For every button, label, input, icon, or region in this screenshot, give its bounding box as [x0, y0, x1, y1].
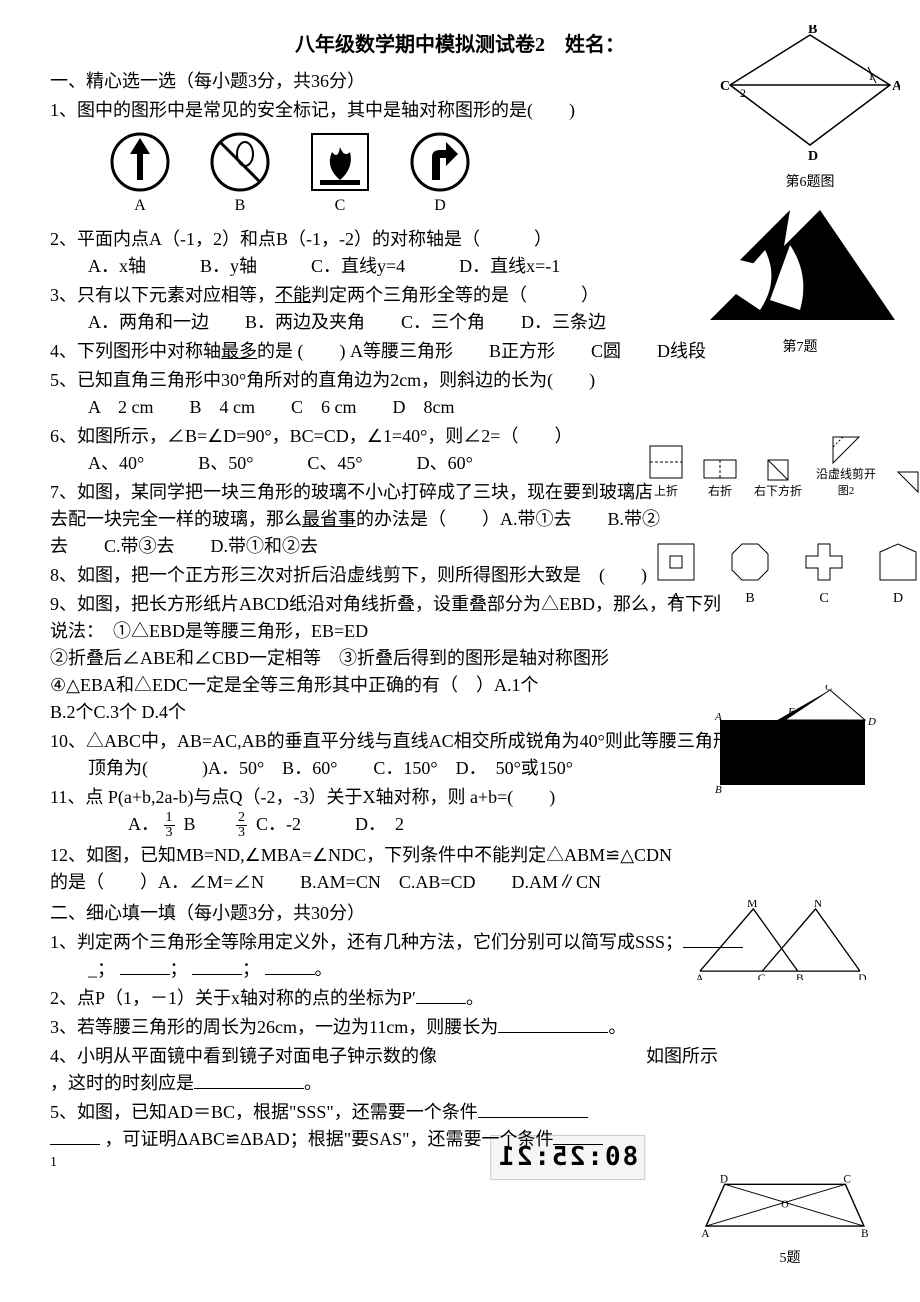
- q3: 3、只有以下元素对应相等，不能判定两个三角形全等的是（ ） A．两角和一边 B．…: [50, 282, 870, 336]
- fold-label-3: 右下方折: [754, 482, 802, 500]
- s2-q2: 2、点P（1，－1）关于x轴对称的点的坐标为P′。: [50, 985, 870, 1012]
- svg-text:M: M: [747, 900, 757, 910]
- s2-q3: 3、若等腰三角形的周长为26cm，一边为11cm，则腰长为。: [50, 1014, 870, 1041]
- s2-q4-suffix: 如图所示: [646, 1046, 718, 1066]
- shape-label-b: B: [745, 588, 754, 609]
- blank[interactable]: [416, 986, 466, 1004]
- blank[interactable]: [498, 1015, 608, 1033]
- s2-q3-text: 3、若等腰三角形的周长为26cm，一边为11cm，则腰长为: [50, 1017, 498, 1037]
- page-number: 1: [50, 1152, 57, 1173]
- q2-choices: A．x轴 B．y轴 C．直线y=4 D．直线x=-1: [88, 253, 870, 280]
- q7-underline: 最省事: [302, 509, 356, 529]
- q5-text: 5、已知直角三角形中30°角所对的直角边为2cm，则斜边的长为( ): [50, 367, 870, 394]
- q3-prefix: 3、只有以下元素对应相等，: [50, 285, 275, 305]
- fraction-2-3: 23: [236, 811, 247, 840]
- svg-text:D: D: [720, 1175, 728, 1185]
- q12: 12、如图，已知MB=ND,∠MBA=∠NDC，下列条件中不能判定△ABM≌△C…: [50, 842, 690, 896]
- q4-prefix: 4、下列图形中对称轴: [50, 341, 221, 361]
- blank[interactable]: [194, 1071, 304, 1089]
- q11-text: 11、点 P(a+b,2a-b)与点Q（-2，-3）关于X轴对称，则 a+b=(…: [50, 784, 870, 811]
- s2-q4: 4、小明从平面镜中看到镜子对面电子钟示数的像 如图所示 ，这时的时刻应是。: [50, 1043, 870, 1097]
- blank[interactable]: [265, 957, 315, 975]
- svg-text:E: E: [787, 706, 795, 718]
- q6-choices: A、40° B、50° C、45° D、60°: [88, 450, 870, 477]
- s2-q5-prefix: 5、如图，已知AD＝BC，根据"SSS"，还需要一个条件: [50, 1102, 478, 1122]
- fold-sublabel: 图2: [838, 483, 855, 500]
- q9-line2: ②折叠后∠ABE和∠CBD一定相等 ③折叠后得到的图形是轴对称图形: [50, 645, 730, 672]
- q1-text: 1、图中的图形中是常见的安全标记，其中是轴对称图形的是( ): [50, 97, 870, 124]
- svg-text:1: 1: [868, 69, 874, 83]
- q4-underline: 最多: [221, 341, 257, 361]
- q9-text: 9、如图，把长方形纸片ABCD纸沿对角线折叠，设重叠部分为△EBD，那么，有下列…: [50, 591, 730, 645]
- name-label: 姓名：: [565, 34, 625, 56]
- q10-text: 10、△ABC中，AB=AC,AB的垂直平分线与直线AC相交所成锐角为40°则此…: [50, 728, 870, 755]
- q2: 2、平面内点A（-1，2）和点B（-1，-2）的对称轴是（ ） A．x轴 B．y…: [50, 226, 870, 280]
- q1: 1、图中的图形中是常见的安全标记，其中是轴对称图形的是( ) A B C D: [50, 97, 870, 218]
- s2-q1: 1、判定两个三角形全等除用定义外，还有几种方法，它们分别可以简写成SSS； _；…: [50, 929, 870, 983]
- q1-option-c: C: [310, 132, 370, 218]
- q7: 7、如图，某同学把一块三角形的玻璃不小心打碎成了三块，现在要到玻璃店去配一块完全…: [50, 479, 670, 560]
- svg-text:B: B: [808, 25, 817, 37]
- q3-suffix: 判定两个三角形全等的是（ ）: [311, 285, 599, 305]
- q1-label-d: D: [434, 194, 446, 218]
- q4-suffix: 的是 ( ) A等腰三角形 B正方形 C圆 D线段: [257, 341, 706, 361]
- q6: 6、如图所示，∠B=∠D=90°，BC=CD，∠1=40°，则∠2=（ ） A、…: [50, 423, 870, 477]
- fig5-label: 5题: [690, 1248, 890, 1269]
- q11-choice-b: B: [184, 814, 232, 834]
- q1-option-d: D: [410, 132, 470, 218]
- svg-text:C: C: [825, 685, 833, 693]
- s2-q4-prefix: 4、小明从平面镜中看到镜子对面电子钟示数的像: [50, 1046, 437, 1066]
- svg-text:N: N: [814, 900, 823, 910]
- q9-line4: B.2个C.3个 D.4个: [50, 699, 730, 726]
- s2-q1-text: 1、判定两个三角形全等除用定义外，还有几种方法，它们分别可以简写成SSS；: [50, 932, 683, 952]
- fraction-1-3: 13: [164, 811, 175, 840]
- q1-label-c: C: [335, 194, 346, 218]
- blank[interactable]: [478, 1100, 588, 1118]
- svg-text:C: C: [720, 79, 730, 94]
- q1-option-a: A: [110, 132, 170, 218]
- shape-label-d: D: [893, 588, 903, 609]
- svg-text:A: A: [892, 79, 900, 94]
- svg-text:C: C: [844, 1175, 851, 1185]
- svg-text:B: B: [861, 1228, 868, 1240]
- q4: 4、下列图形中对称轴最多的是 ( ) A等腰三角形 B正方形 C圆 D线段: [50, 338, 870, 365]
- svg-text:A: A: [701, 1228, 709, 1240]
- q6-text: 6、如图所示，∠B=∠D=90°，BC=CD，∠1=40°，则∠2=（ ）: [50, 423, 870, 450]
- blank[interactable]: [192, 957, 242, 975]
- blank[interactable]: [120, 957, 170, 975]
- svg-text:O: O: [781, 1200, 788, 1211]
- q3-choices: A．两角和一边 B．两边及夹角 C．三个角 D．三条边: [88, 309, 870, 336]
- blank[interactable]: [553, 1127, 603, 1145]
- q2-text: 2、平面内点A（-1，2）和点B（-1，-2）的对称轴是（ ）: [50, 226, 870, 253]
- s2-q4-line2: ，这时的时刻应是: [50, 1073, 194, 1093]
- s2-q5-line2: ，可证明ΔABC≌ΔBAD；根据"要SAS"，还需要一个条件: [105, 1129, 554, 1149]
- q11: 11、点 P(a+b,2a-b)与点Q（-2，-3）关于X轴对称，则 a+b=(…: [50, 784, 870, 840]
- blank[interactable]: [683, 930, 743, 948]
- shape-label-c: C: [819, 588, 828, 609]
- q10: 10、△ABC中，AB=AC,AB的垂直平分线与直线AC相交所成锐角为40°则此…: [50, 728, 870, 782]
- q1-option-b: B: [210, 132, 270, 218]
- svg-text:D: D: [867, 716, 876, 728]
- s2-q5: 5、如图，已知AD＝BC，根据"SSS"，还需要一个条件 ，可证明ΔABC≌ΔB…: [50, 1099, 710, 1153]
- q11-choice-a: A．: [128, 814, 159, 834]
- q1-label-a: A: [134, 194, 146, 218]
- q8: 8、如图，把一个正方形三次对折后沿虚线剪下，则所得图形大致是 ( ): [50, 562, 870, 589]
- q10-choices: 顶角为( )A．50° B．60° C．150° D． 50°或150°: [88, 755, 870, 782]
- q1-label-b: B: [235, 194, 246, 218]
- s2-q2-text: 2、点P（1，－1）关于x轴对称的点的坐标为P′: [50, 988, 416, 1008]
- title-text: 八年级数学期中模拟测试卷2: [295, 34, 545, 56]
- blank[interactable]: [50, 1127, 100, 1145]
- q11-choice-c: C．-2 D． 2: [256, 814, 404, 834]
- q3-underline: 不能: [275, 285, 311, 305]
- q5-choices: A 2 cm B 4 cm C 6 cm D 8cm: [88, 394, 870, 421]
- q9-line3: ④△EBA和△EDC一定是全等三角形其中正确的有（ ）A.1个: [50, 672, 730, 699]
- q5: 5、已知直角三角形中30°角所对的直角边为2cm，则斜边的长为( ) A 2 c…: [50, 367, 870, 421]
- fold-label-2: 右折: [708, 482, 732, 500]
- figure-q5-bottom: A B C D O 5题: [690, 1175, 890, 1269]
- q9: 9、如图，把长方形纸片ABCD纸沿对角线折叠，设重叠部分为△EBD，那么，有下列…: [50, 591, 730, 726]
